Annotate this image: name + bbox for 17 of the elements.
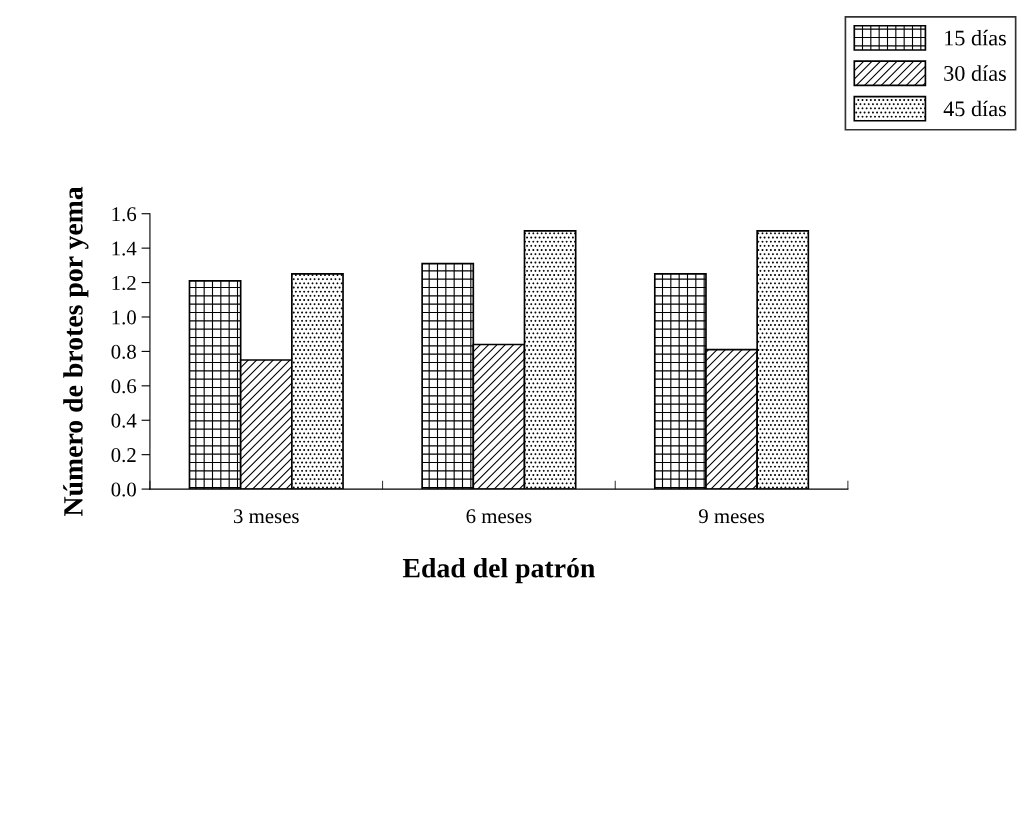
y-tick-label: 0.6 (111, 379, 137, 394)
y-tick-label: 0.4 (111, 413, 137, 428)
y-tick-label: 1.0 (112, 310, 136, 325)
x-axis-title: Edad del patrón (402, 557, 595, 584)
y-tick-label: 0.2 (111, 448, 136, 463)
legend-label: 15 días (945, 29, 1006, 46)
x-tick-label: 3 meses (233, 509, 299, 524)
y-tick-label: 1.4 (112, 241, 137, 256)
y-tick-label: 1.2 (112, 276, 136, 291)
legend-label: 45 días (943, 100, 1006, 117)
y-tick-label: 1.6 (112, 207, 137, 222)
x-tick-label: 9 meses (698, 509, 765, 524)
x-tick-label: 6 meses (466, 509, 532, 524)
y-tick-label: 0.8 (111, 344, 136, 359)
legend-label: 30 días (944, 65, 1006, 81)
y-tick-label: 0.0 (111, 482, 136, 497)
y-axis-title: Número de brotes por yema (63, 186, 89, 517)
